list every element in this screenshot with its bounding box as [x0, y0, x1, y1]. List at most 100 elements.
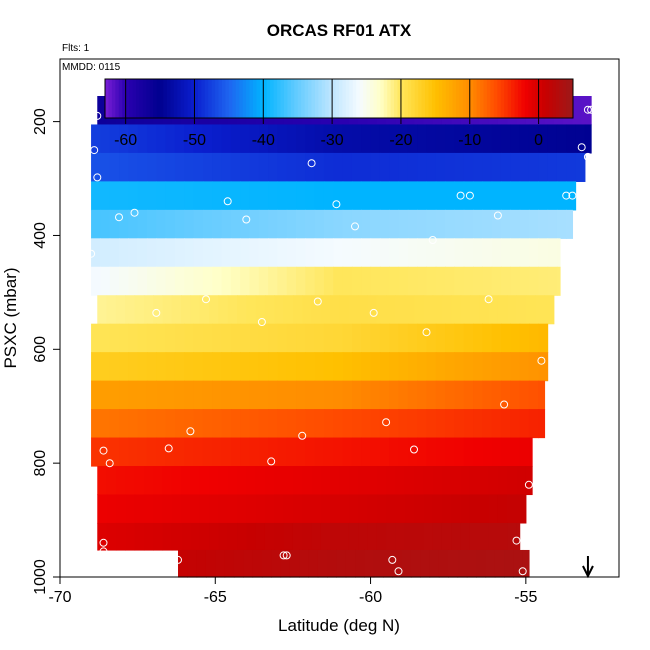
heatmap-cell: [500, 266, 511, 296]
data-point: [152, 308, 161, 317]
colorbar-cell: [232, 79, 237, 118]
heatmap-cell: [358, 522, 369, 551]
colorbar-cell: [380, 79, 385, 118]
colorbar-cell: [311, 79, 316, 118]
heatmap-cell: [100, 323, 111, 353]
heatmap-cell: [258, 181, 269, 211]
heatmap-cell: [469, 295, 480, 325]
heatmap-cell: [137, 380, 148, 410]
heatmap-cell: [277, 323, 288, 353]
data-point: [90, 146, 99, 155]
down-arrow-icon: [582, 556, 594, 579]
heatmap-cell: [137, 238, 148, 268]
heatmap-cell: [258, 437, 269, 467]
colorbar-cell: [383, 79, 388, 118]
heatmap-cell: [268, 323, 278, 353]
heatmap-cell: [500, 323, 511, 353]
y-tick-label: 800: [32, 450, 49, 477]
heatmap-cell: [286, 323, 297, 353]
colorbar-cell: [122, 79, 127, 118]
heatmap-cell: [473, 266, 483, 296]
heatmap-cell: [556, 238, 561, 268]
colorbar-cell: [166, 79, 171, 118]
heatmap-cell: [215, 549, 226, 578]
colorbar-cell: [466, 79, 471, 118]
heatmap-cell: [305, 352, 316, 382]
data-point: [568, 191, 577, 200]
colorbar-cell: [235, 79, 240, 118]
heatmap-cell: [379, 323, 390, 353]
colorbar-cell: [418, 79, 423, 118]
heatmap-cell: [296, 409, 306, 439]
heatmap-cell: [382, 549, 393, 578]
heatmap-cell: [361, 352, 372, 382]
heatmap-cell: [100, 124, 111, 154]
heatmap-cell: [473, 323, 483, 353]
heatmap-cell: [146, 380, 157, 410]
heatmap-cell: [178, 549, 188, 578]
heatmap-cell: [174, 209, 185, 239]
heatmap-cell: [100, 437, 111, 467]
heatmap-cell: [146, 323, 157, 353]
heatmap-cell: [134, 522, 145, 551]
colorbar-cell: [225, 79, 230, 118]
heatmap-cell: [128, 323, 139, 353]
heatmap-cell: [323, 266, 334, 296]
heatmap-cell: [423, 466, 434, 496]
colorbar-tick-label: -10: [458, 132, 481, 149]
colorbar-cell: [139, 79, 144, 118]
heatmap-cell: [249, 352, 260, 382]
heatmap-cell: [547, 181, 558, 211]
colorbar-cell: [211, 79, 216, 118]
heatmap-cell: [128, 152, 139, 182]
heatmap-cell: [311, 522, 322, 551]
colorbar-cell: [404, 79, 409, 118]
colorbar-cell: [562, 79, 567, 118]
colorbar-cell: [535, 79, 540, 118]
heatmap-cell: [115, 494, 126, 524]
x-tick-label: -55: [514, 589, 537, 606]
colorbar-cell: [566, 79, 571, 118]
heatmap-cell: [538, 380, 546, 410]
colorbar-cell: [490, 79, 495, 118]
heatmap-cell: [128, 437, 139, 467]
colorbar-cell: [156, 79, 161, 118]
heatmap-cell: [445, 323, 456, 353]
heatmap-cell: [376, 295, 387, 325]
heatmap-cell: [109, 409, 120, 439]
heatmap-cell: [184, 238, 195, 268]
heatmap-cell: [469, 494, 480, 524]
heatmap-cell: [491, 437, 502, 467]
colorbar-cell: [129, 79, 134, 118]
heatmap-cell: [156, 323, 167, 353]
heatmap-cell: [454, 238, 465, 268]
heatmap-cell: [445, 238, 456, 268]
heatmap-cell: [277, 181, 288, 211]
heatmap-cell: [227, 466, 238, 496]
heatmap-cell: [398, 124, 409, 154]
data-point: [174, 555, 182, 564]
heatmap-cell: [174, 352, 185, 382]
heatmap-cell: [230, 266, 241, 296]
heatmap-cell: [255, 522, 266, 551]
heatmap-cell: [193, 209, 204, 239]
heatmap-cell: [230, 409, 241, 439]
heatmap-cell: [519, 238, 530, 268]
heatmap-cell: [342, 266, 353, 296]
colorbar-cell: [514, 79, 519, 118]
heatmap-cell: [91, 352, 101, 382]
data-point: [202, 295, 210, 304]
heatmap-cell: [497, 522, 508, 551]
heatmap-cell: [339, 522, 350, 551]
heatmap-cell: [249, 124, 260, 154]
heatmap-cell: [165, 323, 176, 353]
heatmap-cell: [507, 466, 518, 496]
heatmap-cell: [556, 152, 567, 182]
heatmap-cell: [404, 466, 415, 496]
heatmap-cell: [258, 124, 269, 154]
data-point: [388, 555, 397, 564]
heatmap-cell: [407, 209, 418, 239]
colorbar-cell: [445, 79, 450, 118]
heatmap-cell: [146, 352, 157, 382]
heatmap-cell: [283, 494, 294, 524]
